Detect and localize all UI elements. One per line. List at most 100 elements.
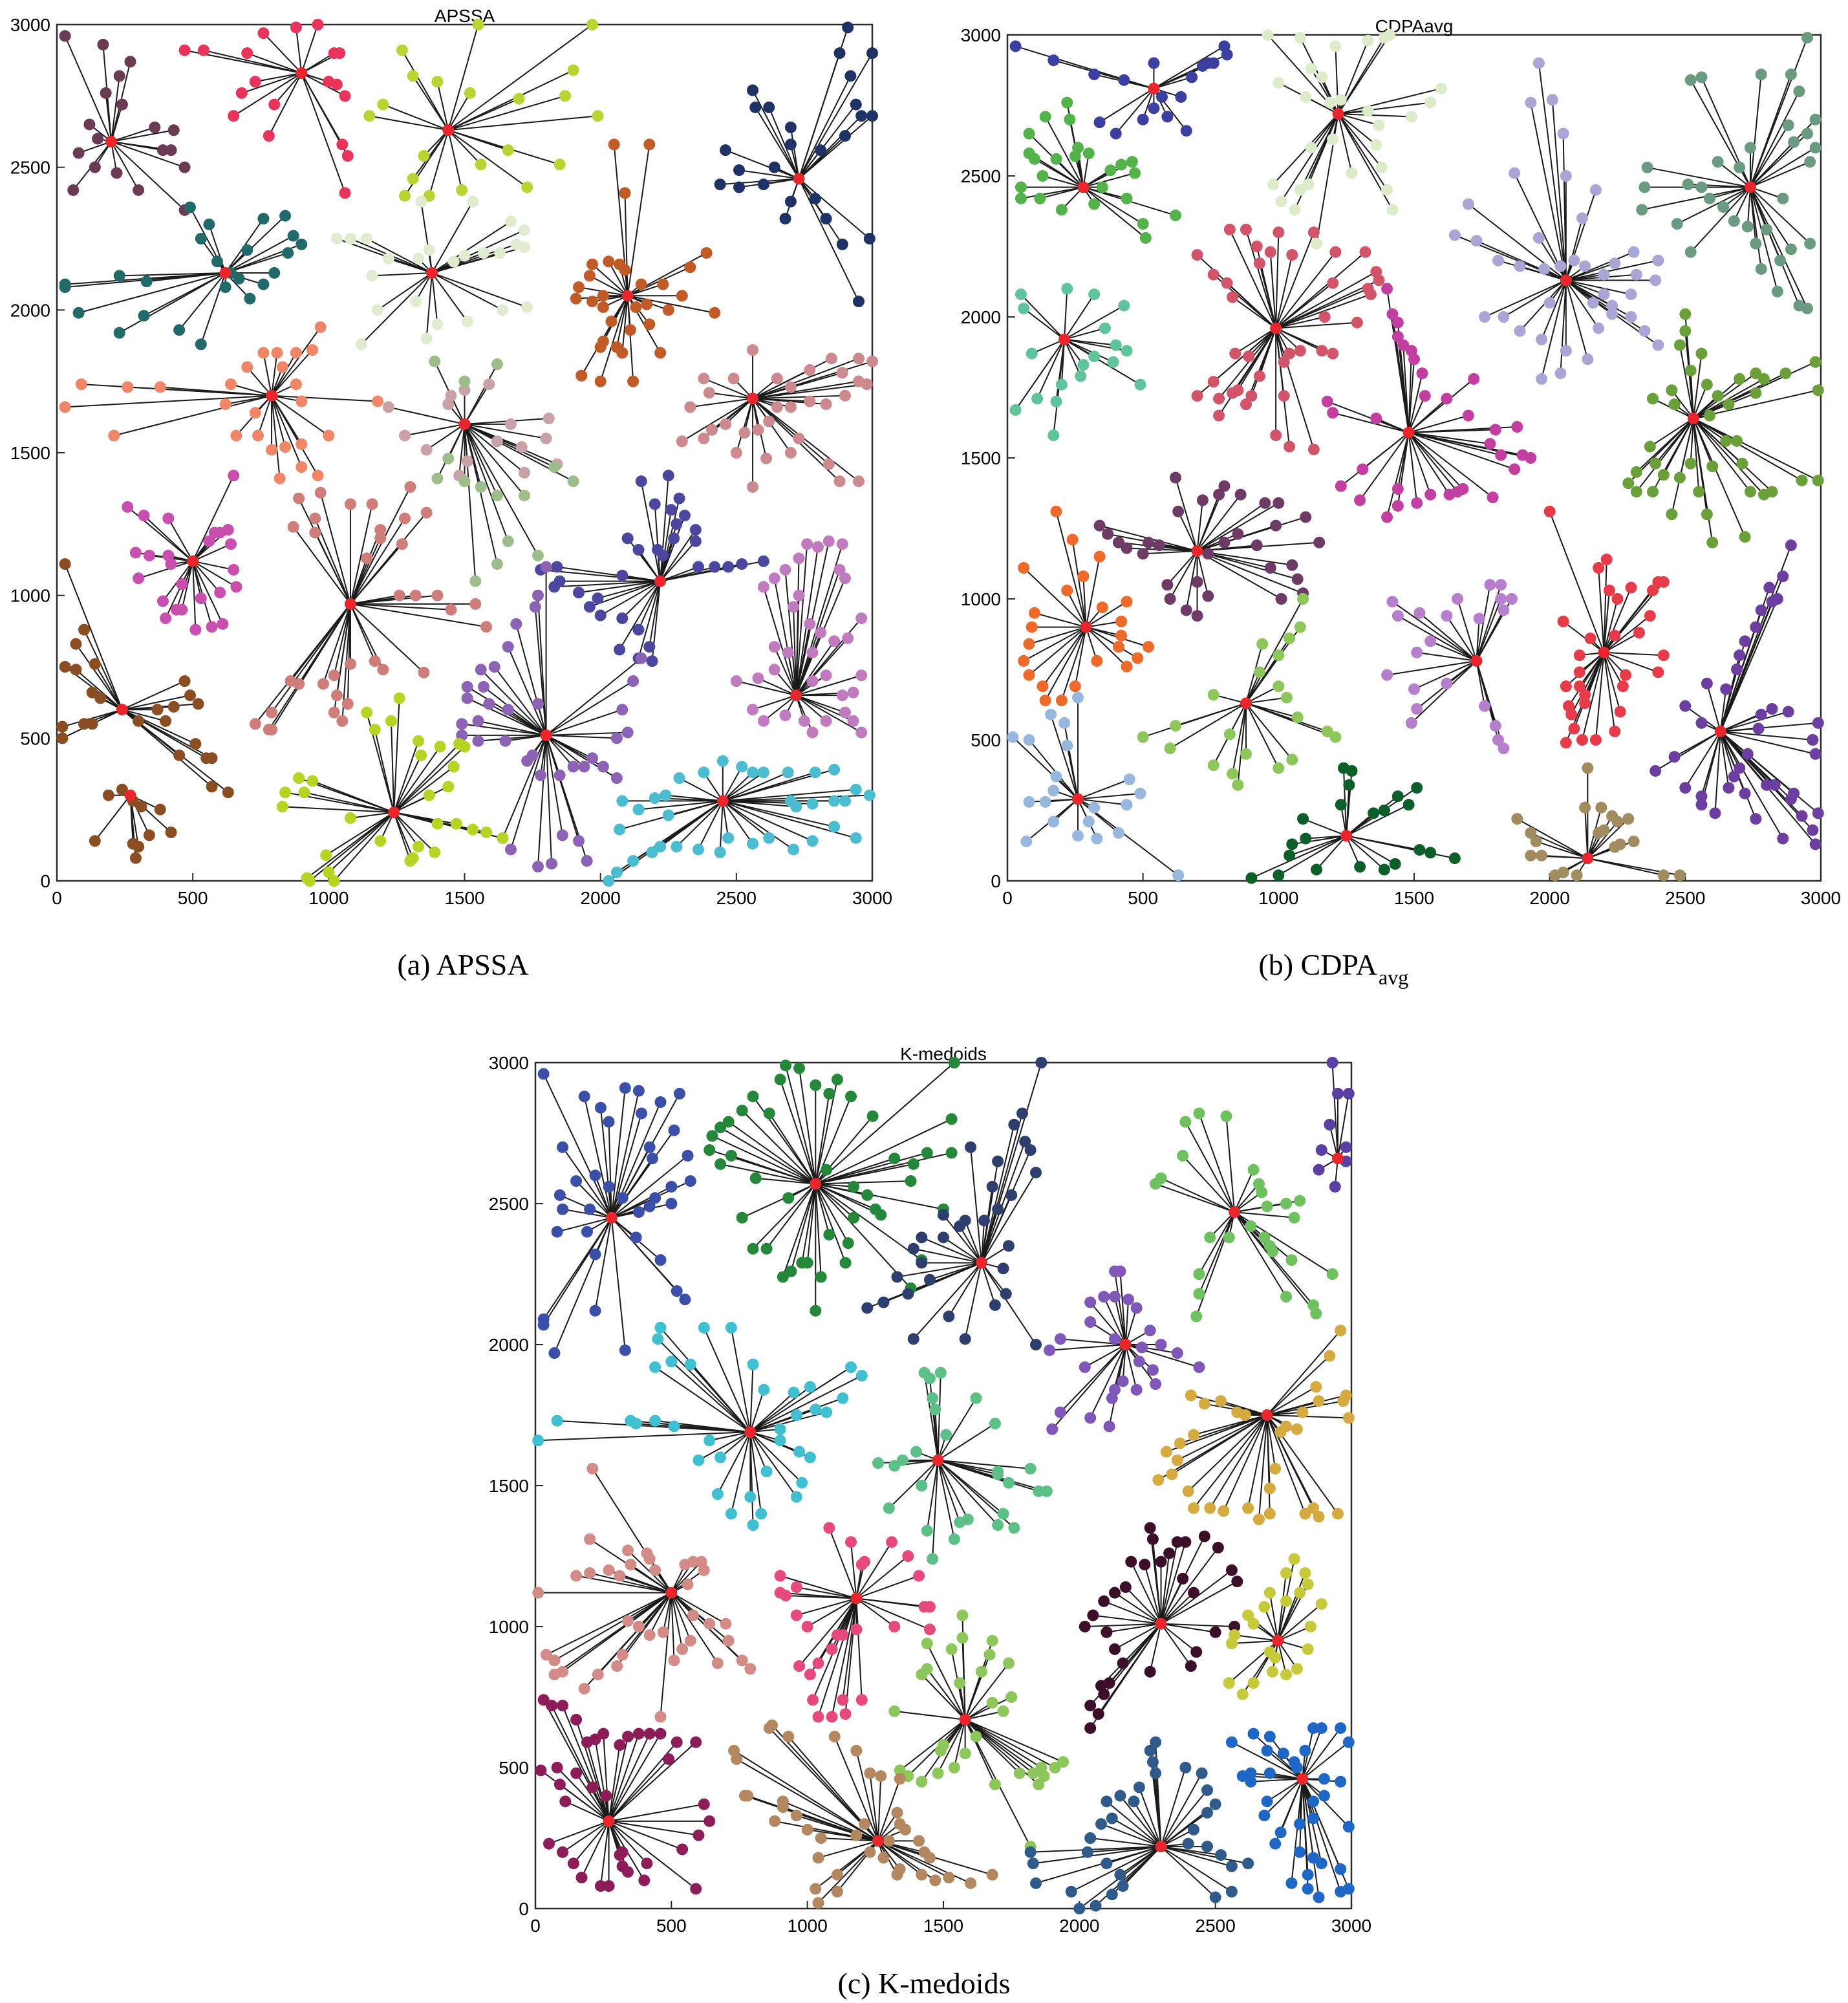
cluster-edge (1750, 186, 1792, 250)
cluster-edge (393, 746, 466, 813)
data-point (1755, 69, 1767, 81)
data-point (1331, 1508, 1344, 1520)
data-point (671, 841, 683, 853)
data-point (605, 315, 618, 327)
data-point (173, 749, 186, 761)
data-point (1134, 787, 1146, 799)
data-point (540, 1649, 552, 1661)
x-tick-label: 1500 (444, 888, 484, 908)
cluster-edge (1125, 1586, 1162, 1625)
cluster-edge (447, 129, 482, 165)
data-point (771, 373, 783, 385)
data-point (1193, 1107, 1205, 1120)
data-point (891, 1868, 903, 1881)
cluster-edge (1647, 166, 1751, 188)
cluster-edge (292, 526, 351, 605)
cluster-edge (1090, 1837, 1161, 1848)
data-point (725, 1508, 737, 1520)
cluster-center-14 (790, 689, 802, 702)
data-point (206, 781, 218, 793)
data-point (1302, 1883, 1314, 1895)
cluster-edge (1160, 1542, 1178, 1624)
cluster-edge (682, 398, 753, 442)
cluster-edge (1277, 1603, 1322, 1641)
cluster-edge (1060, 1344, 1126, 1413)
cluster-edge (545, 735, 563, 836)
data-point (641, 298, 653, 310)
data-point (842, 1237, 854, 1250)
cluster-edge (799, 1068, 817, 1184)
cluster-edge (546, 731, 628, 736)
data-point (1568, 722, 1580, 735)
data-point (1073, 1903, 1086, 1914)
cluster-edge (581, 295, 629, 376)
data-point (1302, 1578, 1314, 1590)
data-point (1050, 395, 1062, 407)
data-point (1121, 542, 1133, 554)
data-point (844, 1361, 857, 1373)
data-point (614, 823, 626, 836)
data-point (589, 1733, 601, 1746)
cluster-edge (447, 129, 528, 188)
cluster-edge (722, 772, 789, 802)
cluster-edge (192, 561, 197, 630)
data-point (828, 821, 841, 833)
data-point (1223, 1677, 1235, 1689)
cluster-edge (1040, 186, 1084, 199)
data-point (469, 598, 482, 610)
data-point (1075, 370, 1087, 382)
data-point (1307, 226, 1320, 239)
cluster-edge (1166, 550, 1198, 585)
cluster-edge (436, 81, 449, 131)
cluster-edge (980, 1220, 985, 1263)
data-point (1628, 835, 1640, 847)
data-point (875, 1770, 887, 1782)
cluster-edge (1275, 316, 1325, 329)
data-point (1150, 1767, 1162, 1779)
data-point (1411, 646, 1423, 658)
data-point (592, 592, 604, 605)
data-point (1793, 85, 1805, 98)
cluster-edge (263, 352, 273, 396)
data-point (1087, 1609, 1099, 1621)
cluster-edge (1280, 113, 1339, 202)
data-point (916, 1868, 928, 1881)
data-point (1136, 1341, 1148, 1354)
cluster-edge (749, 1432, 762, 1514)
cluster-edge (538, 1431, 751, 1442)
cluster-edge (349, 504, 373, 605)
data-point (690, 1883, 702, 1895)
cluster-edge (1133, 1801, 1162, 1847)
cluster-edge (766, 1183, 817, 1250)
data-point (1565, 708, 1578, 720)
y-tick-label: 1500 (489, 1476, 529, 1496)
data-point (1033, 1779, 1045, 1791)
data-point (1617, 680, 1629, 693)
data-point (752, 672, 764, 684)
data-point (1402, 799, 1415, 811)
data-point (959, 1333, 971, 1345)
data-point (665, 504, 677, 516)
data-point (815, 1271, 827, 1283)
data-point (1291, 1663, 1303, 1675)
cluster-edge (192, 561, 224, 625)
data-point (954, 1516, 966, 1528)
data-point (1179, 1536, 1192, 1548)
data-point (782, 1192, 795, 1204)
data-point (475, 158, 487, 171)
data-point (1326, 1057, 1338, 1068)
cluster-edge (1714, 731, 1721, 814)
cluster-edge (464, 424, 498, 565)
data-point (1263, 1731, 1276, 1743)
data-point (796, 1257, 808, 1269)
data-point (274, 472, 286, 484)
cluster-edge (690, 398, 753, 408)
data-point (1340, 1141, 1352, 1153)
data-point (866, 1110, 879, 1122)
data-point (570, 1713, 583, 1726)
data-point (1299, 1567, 1311, 1579)
cluster-edge (752, 1183, 817, 1250)
data-point (165, 144, 177, 157)
data-point (965, 1877, 977, 1889)
cluster-edge (855, 1750, 879, 1841)
